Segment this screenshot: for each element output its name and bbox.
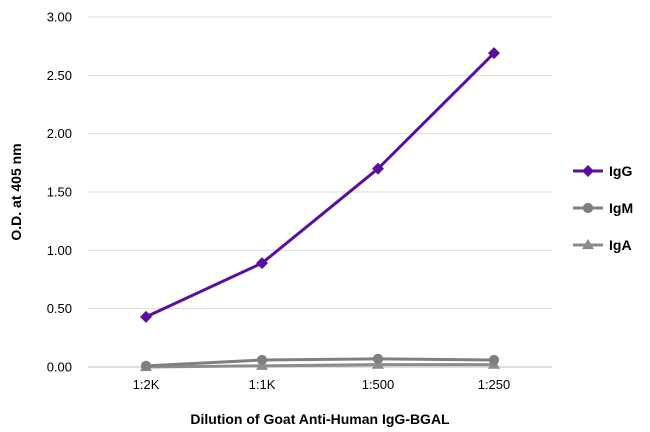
data-point bbox=[140, 310, 152, 323]
data-point bbox=[256, 354, 268, 366]
y-tick-label: 2.00 bbox=[47, 126, 72, 141]
y-tick-label: 0.50 bbox=[47, 301, 72, 316]
legend-item-IgA: IgA bbox=[573, 237, 632, 253]
series-IgG bbox=[140, 47, 500, 323]
y-tick-label: 3.00 bbox=[47, 10, 72, 25]
data-point bbox=[488, 47, 500, 60]
data-point bbox=[256, 257, 268, 270]
data-point bbox=[140, 360, 152, 371]
data-point bbox=[488, 354, 500, 366]
series-line bbox=[145, 363, 494, 369]
x-axis-ticks: 1:2K 1:1K 1:500 1:250 bbox=[133, 377, 511, 392]
legend-label: IgG bbox=[609, 163, 632, 179]
y-tick-label: 1.00 bbox=[47, 243, 72, 258]
legend-item-IgG: IgG bbox=[573, 163, 632, 179]
legend-marker bbox=[582, 165, 594, 177]
y-axis-ticks: 0.00 0.50 1.00 1.50 2.00 2.50 3.00 bbox=[47, 10, 72, 375]
x-tick-label: 1:250 bbox=[478, 377, 511, 392]
series-line bbox=[145, 357, 495, 368]
y-tick-label: 1.50 bbox=[47, 185, 72, 200]
legend-marker bbox=[582, 202, 594, 214]
data-point bbox=[372, 353, 384, 364]
legend-label: IgM bbox=[609, 200, 633, 216]
x-axis-title: Dilution of Goat Anti-Human IgG-BGAL bbox=[190, 411, 450, 427]
x-tick-label: 1:2K bbox=[133, 377, 160, 392]
legend-label: IgA bbox=[609, 237, 632, 253]
y-axis-title: O.D. at 405 nm bbox=[8, 143, 24, 240]
legend: IgG IgM IgA bbox=[573, 163, 633, 253]
gridlines bbox=[88, 16, 552, 310]
legend-marker bbox=[582, 238, 594, 250]
legend-item-IgM: IgM bbox=[573, 200, 633, 216]
x-tick-label: 1:1K bbox=[249, 377, 276, 392]
y-tick-label: 0.00 bbox=[47, 360, 72, 375]
series-line bbox=[145, 52, 496, 319]
x-tick-label: 1:500 bbox=[362, 377, 395, 392]
y-tick-label: 2.50 bbox=[47, 68, 72, 83]
series-IgM bbox=[140, 353, 500, 371]
series-group bbox=[140, 47, 500, 372]
data-point bbox=[372, 162, 384, 175]
